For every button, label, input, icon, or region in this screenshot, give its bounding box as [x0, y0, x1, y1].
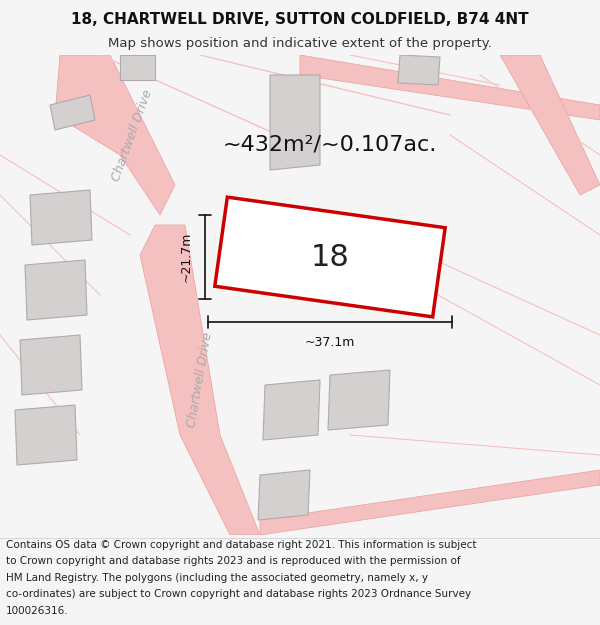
- Text: ~21.7m: ~21.7m: [180, 232, 193, 282]
- Polygon shape: [258, 470, 310, 520]
- Polygon shape: [25, 260, 87, 320]
- Polygon shape: [20, 335, 82, 395]
- Text: HM Land Registry. The polygons (including the associated geometry, namely x, y: HM Land Registry. The polygons (includin…: [6, 572, 428, 582]
- Text: 100026316.: 100026316.: [6, 606, 68, 616]
- Polygon shape: [260, 470, 600, 535]
- Text: Chartwell Drive: Chartwell Drive: [185, 331, 215, 429]
- Polygon shape: [398, 55, 440, 85]
- Text: Chartwell Drive: Chartwell Drive: [109, 88, 155, 182]
- Polygon shape: [30, 190, 92, 245]
- Text: ~432m²/~0.107ac.: ~432m²/~0.107ac.: [223, 135, 437, 155]
- Polygon shape: [263, 380, 320, 440]
- Text: ~37.1m: ~37.1m: [305, 336, 355, 349]
- Polygon shape: [140, 225, 260, 535]
- Polygon shape: [500, 55, 600, 195]
- Polygon shape: [120, 55, 155, 80]
- Text: 18: 18: [311, 242, 349, 271]
- Polygon shape: [215, 197, 445, 317]
- Text: 18, CHARTWELL DRIVE, SUTTON COLDFIELD, B74 4NT: 18, CHARTWELL DRIVE, SUTTON COLDFIELD, B…: [71, 12, 529, 27]
- Text: to Crown copyright and database rights 2023 and is reproduced with the permissio: to Crown copyright and database rights 2…: [6, 556, 461, 566]
- Polygon shape: [300, 55, 600, 120]
- Text: co-ordinates) are subject to Crown copyright and database rights 2023 Ordnance S: co-ordinates) are subject to Crown copyr…: [6, 589, 471, 599]
- Polygon shape: [328, 370, 390, 430]
- Polygon shape: [50, 95, 95, 130]
- Polygon shape: [55, 55, 175, 215]
- Text: Contains OS data © Crown copyright and database right 2021. This information is : Contains OS data © Crown copyright and d…: [6, 539, 476, 549]
- Polygon shape: [15, 405, 77, 465]
- Polygon shape: [270, 75, 320, 170]
- Text: Map shows position and indicative extent of the property.: Map shows position and indicative extent…: [108, 38, 492, 51]
